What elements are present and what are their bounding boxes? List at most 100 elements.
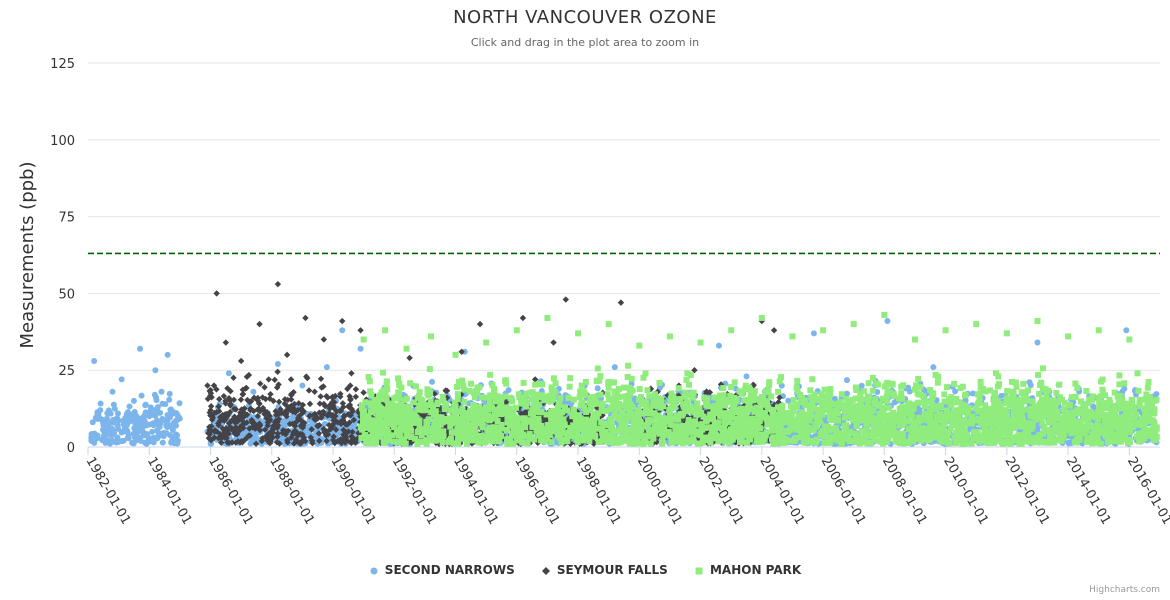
data-point[interactable] xyxy=(339,317,346,325)
data-point[interactable] xyxy=(371,397,378,404)
data-point[interactable] xyxy=(262,395,269,403)
data-point[interactable] xyxy=(291,422,299,430)
data-point[interactable] xyxy=(720,392,727,399)
data-point[interactable] xyxy=(246,398,253,406)
data-point[interactable] xyxy=(550,375,557,382)
data-point[interactable] xyxy=(146,421,153,428)
data-point[interactable] xyxy=(916,406,923,413)
data-point[interactable] xyxy=(275,398,283,406)
data-point[interactable] xyxy=(279,429,286,437)
data-point[interactable] xyxy=(253,422,260,429)
data-point[interactable] xyxy=(360,389,367,396)
data-point[interactable] xyxy=(350,416,358,424)
data-point[interactable] xyxy=(304,374,311,382)
data-point[interactable] xyxy=(284,436,291,444)
data-point[interactable] xyxy=(156,424,163,431)
data-point[interactable] xyxy=(566,383,573,390)
data-point[interactable] xyxy=(230,396,238,404)
data-point[interactable] xyxy=(764,421,771,428)
data-point[interactable] xyxy=(213,290,220,297)
data-point[interactable] xyxy=(206,430,213,437)
data-point[interactable] xyxy=(752,400,759,407)
data-point[interactable] xyxy=(1123,327,1130,334)
data-point[interactable] xyxy=(434,423,441,430)
data-point[interactable] xyxy=(131,425,138,432)
data-point[interactable] xyxy=(255,399,263,407)
data-point[interactable] xyxy=(771,401,778,409)
data-point[interactable] xyxy=(170,422,177,429)
data-point[interactable] xyxy=(1145,379,1152,386)
data-point[interactable] xyxy=(309,439,316,447)
data-point[interactable] xyxy=(299,431,306,438)
data-point[interactable] xyxy=(261,384,268,391)
data-point[interactable] xyxy=(1006,427,1013,434)
data-point[interactable] xyxy=(617,299,625,306)
data-point[interactable] xyxy=(134,435,141,442)
data-point[interactable] xyxy=(227,402,234,409)
data-point[interactable] xyxy=(219,425,226,432)
data-point[interactable] xyxy=(120,428,127,435)
data-point[interactable] xyxy=(160,417,167,424)
data-point[interactable] xyxy=(91,357,98,364)
data-point[interactable] xyxy=(264,409,271,416)
data-point[interactable] xyxy=(332,426,340,433)
data-point[interactable] xyxy=(959,383,966,390)
data-point[interactable] xyxy=(1029,398,1036,405)
data-point[interactable] xyxy=(1152,430,1159,437)
data-point[interactable] xyxy=(317,375,325,382)
data-point[interactable] xyxy=(88,437,95,444)
data-point[interactable] xyxy=(91,430,98,437)
data-point[interactable] xyxy=(130,397,137,404)
data-point[interactable] xyxy=(357,345,364,352)
data-point[interactable] xyxy=(97,400,104,407)
data-point[interactable] xyxy=(225,439,233,447)
data-point[interactable] xyxy=(326,405,333,412)
data-point[interactable] xyxy=(470,402,477,409)
data-point[interactable] xyxy=(1025,406,1032,413)
data-point[interactable] xyxy=(328,399,336,406)
data-point[interactable] xyxy=(941,419,948,426)
data-point[interactable] xyxy=(276,440,283,447)
data-point[interactable] xyxy=(160,429,167,436)
data-point[interactable] xyxy=(215,434,222,442)
data-point[interactable] xyxy=(793,426,800,433)
data-point[interactable] xyxy=(167,432,174,439)
data-point[interactable] xyxy=(306,413,313,420)
data-point[interactable] xyxy=(1020,380,1027,387)
data-point[interactable] xyxy=(250,394,258,401)
data-point[interactable] xyxy=(265,376,272,383)
data-point[interactable] xyxy=(412,383,419,390)
data-point[interactable] xyxy=(340,403,347,411)
data-point[interactable] xyxy=(171,436,178,443)
data-point[interactable] xyxy=(213,386,220,393)
data-point[interactable] xyxy=(618,409,625,416)
data-point[interactable] xyxy=(172,431,179,438)
data-point[interactable] xyxy=(299,409,306,417)
data-point[interactable] xyxy=(395,375,402,382)
data-point[interactable] xyxy=(241,405,248,412)
data-point[interactable] xyxy=(97,407,104,414)
data-point[interactable] xyxy=(233,431,241,438)
data-point[interactable] xyxy=(885,404,892,411)
data-point[interactable] xyxy=(295,438,302,446)
data-point[interactable] xyxy=(348,370,355,377)
data-point[interactable] xyxy=(150,422,157,429)
data-point[interactable] xyxy=(111,405,118,412)
data-point[interactable] xyxy=(176,400,183,407)
data-point[interactable] xyxy=(237,423,244,430)
data-point[interactable] xyxy=(256,320,263,328)
data-point[interactable] xyxy=(343,429,351,436)
data-point[interactable] xyxy=(594,385,601,392)
data-point[interactable] xyxy=(454,396,461,403)
data-point[interactable] xyxy=(295,400,302,407)
data-point[interactable] xyxy=(283,351,291,359)
data-point[interactable] xyxy=(591,393,598,400)
data-point[interactable] xyxy=(150,434,157,441)
data-point[interactable] xyxy=(246,425,253,432)
data-point[interactable] xyxy=(237,396,245,403)
data-point[interactable] xyxy=(299,424,306,431)
data-point[interactable] xyxy=(344,385,351,393)
data-point[interactable] xyxy=(831,395,838,402)
data-point[interactable] xyxy=(250,388,257,395)
data-point[interactable] xyxy=(989,425,996,432)
